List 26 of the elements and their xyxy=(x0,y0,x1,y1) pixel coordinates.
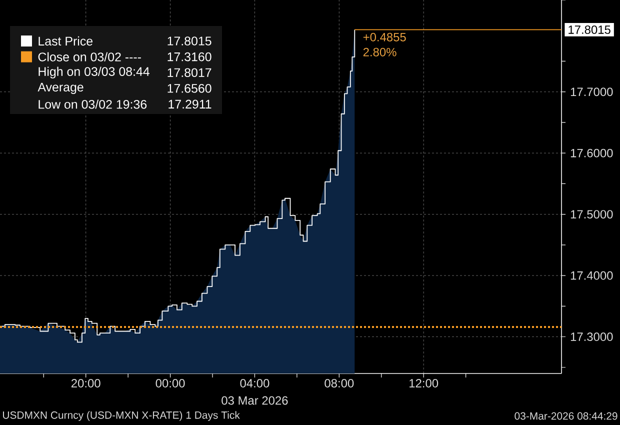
x-tick-label: 12:00 xyxy=(410,379,438,388)
text: USDMXN Curncy (USD-MXN X-RATE) 1 Days Tick xyxy=(3,411,240,421)
y-tick-label: 17.5000 xyxy=(570,210,613,219)
annotation: Low on 03/02 19:36 xyxy=(38,100,147,109)
annotation: 17.6560 xyxy=(168,84,212,93)
annotation: Average xyxy=(38,82,84,94)
annotation: High on 03/03 08:44 xyxy=(38,66,150,78)
ref-line-label: 17.8015 xyxy=(568,25,610,34)
y-tick-label: 17.4000 xyxy=(570,271,613,280)
annotation: 2.80% xyxy=(363,48,396,56)
legend-label: Last Price xyxy=(38,36,93,46)
x-tick-label: 00:00 xyxy=(156,379,185,388)
legend-label: Close on 03/02 ---- xyxy=(38,52,141,62)
annotation: +0.4855 xyxy=(363,32,406,42)
x-tick-label: 08:00 xyxy=(324,379,354,388)
y-tick-label: 17.7000 xyxy=(570,88,613,96)
x-tick-label: 20:00 xyxy=(71,379,100,388)
y-tick-label: 17.3000 xyxy=(570,332,613,341)
x-tick-label: 04:00 xyxy=(240,379,270,388)
text: 03-Mar-2026 08:44:29 xyxy=(514,412,618,420)
annotation: 17.2911 xyxy=(168,100,212,109)
y-tick-label: 17.6000 xyxy=(570,148,613,158)
x-axis-title: 03 Mar 2026 xyxy=(222,396,288,405)
annotation: 17.8017 xyxy=(168,68,212,78)
annotation: 17.8015 xyxy=(168,36,212,46)
annotation: 17.3160 xyxy=(168,52,212,62)
